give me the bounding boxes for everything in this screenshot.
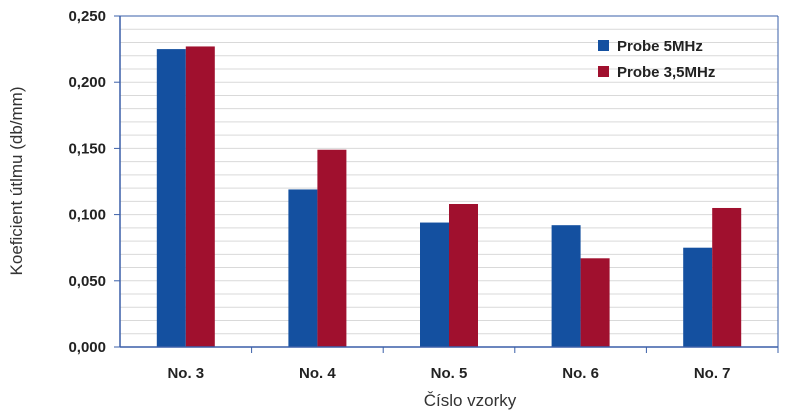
bar-probe-3-5mhz: [580, 258, 610, 347]
bar-probe-5mhz: [156, 49, 186, 347]
x-tick-label: No. 6: [562, 365, 599, 382]
x-tick-label: No. 3: [167, 365, 204, 382]
grid-lines: [120, 28, 778, 335]
bar-probe-3-5mhz: [317, 149, 347, 347]
bar-probe-5mhz: [288, 189, 318, 347]
y-tick-label: 0,150: [68, 140, 106, 157]
bar-probe-3-5mhz: [449, 204, 478, 347]
y-tick-label: 0,000: [68, 339, 106, 356]
bar-probe-5mhz: [551, 225, 581, 347]
x-axis-title: Číslo vzorky: [424, 391, 517, 410]
legend-swatch-probe-5mhz: [598, 40, 609, 51]
bar-probe-5mhz: [420, 222, 449, 347]
axes: [114, 15, 779, 353]
bar-probe-5mhz: [683, 247, 713, 347]
y-tick-label: 0,100: [68, 207, 106, 224]
bar-probe-3-5mhz: [185, 46, 215, 348]
bar-probe-3-5mhz: [712, 207, 742, 347]
legend: Probe 5MHz Probe 3,5MHz: [598, 38, 715, 81]
legend-swatch-probe-3-5mhz: [598, 66, 609, 77]
x-tick-label: No. 5: [431, 365, 468, 382]
legend-label-probe-3-5mhz: Probe 3,5MHz: [617, 64, 715, 81]
legend-label-probe-5mhz: Probe 5MHz: [617, 38, 703, 55]
y-axis-title: Koeficient útlmu (db/mm): [7, 87, 26, 276]
tick-labels: 0,000 0,050 0,100 0,150 0,200 0,250 No. 3 No. 4…: [68, 8, 730, 382]
bars: [156, 46, 742, 348]
y-tick-label: 0,250: [68, 8, 106, 25]
y-tick-label: 0,200: [68, 74, 106, 91]
y-tick-label: 0,050: [68, 273, 106, 290]
x-tick-label: No. 7: [694, 365, 731, 382]
x-tick-label: No. 4: [299, 365, 336, 382]
